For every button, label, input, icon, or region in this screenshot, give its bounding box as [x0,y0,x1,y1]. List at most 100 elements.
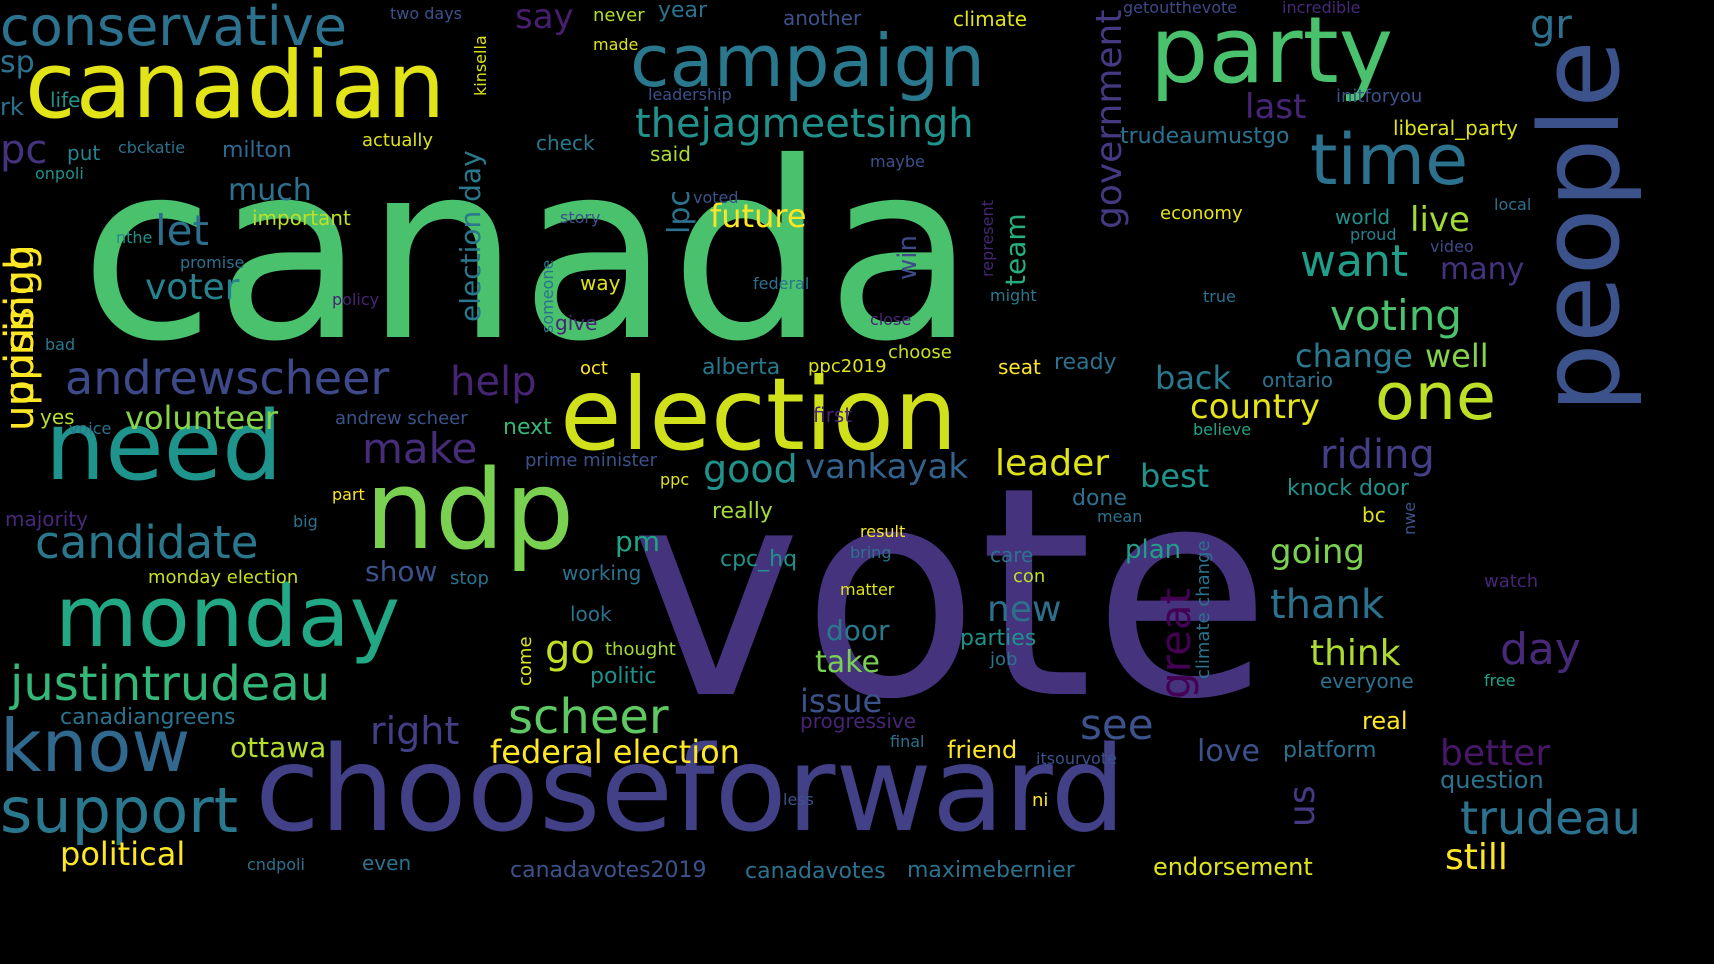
cloud-word: question [1440,766,1544,794]
cloud-word: justintrudeau [10,656,331,712]
cloud-word: onpoli [35,164,84,183]
cloud-word: milton [222,138,292,163]
cloud-word: actually [362,130,434,151]
cloud-word: government [1089,9,1130,229]
cloud-word: canadavotes [745,859,886,884]
cloud-word: time [1310,119,1469,201]
cloud-word: thought [605,639,676,660]
cloud-word: sp [0,45,35,80]
cloud-word: said [650,142,691,166]
cloud-word: one [1375,360,1496,435]
cloud-word: cndpoli [247,855,305,874]
cloud-word: think [1310,633,1401,674]
cloud-word: vankayak [805,447,969,487]
cloud-word: monday [55,568,401,667]
cloud-word: federal election [490,733,740,771]
cloud-word: trudeaumustgo [1120,124,1290,149]
cloud-word: policy [332,290,380,309]
cloud-word: mean [1097,507,1143,526]
cloud-word: many [1440,252,1525,287]
cloud-word: pc [0,127,48,173]
cloud-word: incredible [1282,0,1361,17]
cloud-word: economy [1160,203,1243,224]
cloud-word: maximebernier [907,858,1075,883]
cloud-word: platform [1283,738,1377,763]
cloud-word: watch [1484,571,1539,592]
cloud-word: alberta [702,355,781,380]
cloud-word: working [562,561,642,585]
cloud-word: plan [1125,535,1182,565]
cloud-word: let [155,206,209,255]
cloud-word: voting [1330,291,1462,340]
cloud-word: ppc2019 [808,356,887,377]
cloud-word: proud [1350,225,1397,244]
cloud-word: climate change [1193,540,1214,679]
cloud-word: much [228,173,312,208]
cloud-word: future [710,197,807,235]
cloud-word: ready [1054,350,1117,375]
cloud-word: still [1445,837,1508,878]
cloud-word: important [252,206,351,230]
cloud-word: monday election [148,567,299,588]
cloud-word: cbckatie [118,138,186,157]
cloud-word: political [60,835,186,873]
cloud-word: put [67,141,101,165]
cloud-word: gr [1530,2,1572,48]
cloud-word: job [990,649,1018,670]
cloud-word: go [545,627,595,673]
cloud-word: yes [40,405,75,429]
cloud-word: party [1150,0,1394,104]
cloud-word: come [515,636,536,686]
cloud-word: someone [538,259,557,333]
cloud-word: initforyou [1336,86,1423,107]
cloud-word: candidate [35,516,259,569]
cloud-word: people [1516,40,1644,413]
cloud-word: ndp [365,446,575,574]
cloud-word: thank [1270,582,1385,628]
cloud-word: us [1282,785,1323,827]
cloud-word: stop [450,568,489,589]
cloud-word: cpc_hq [720,547,798,572]
cloud-word: nthe [116,228,153,247]
cloud-word: care [990,543,1034,567]
cloud-word: canadian [25,32,446,139]
cloud-word: help [450,359,537,405]
cloud-word: issue [800,682,883,720]
cloud-word: thejagmeetsingh [635,101,974,147]
cloud-word: result [860,522,906,541]
cloud-word: know [0,704,191,788]
cloud-word: prime minister [525,450,658,471]
cloud-word: climate [953,7,1027,31]
cloud-word: canadavotes2019 [510,858,707,883]
cloud-word: andrew scheer [335,408,468,429]
cloud-word: next [503,415,552,440]
cloud-word: take [815,645,880,680]
cloud-word: might [990,286,1037,305]
cloud-word: canadiangreens [60,705,236,730]
cloud-word: live [1410,200,1470,240]
cloud-word: good [703,447,798,491]
cloud-word: first [813,403,853,427]
cloud-word: need [45,392,283,502]
cloud-word: ontario [1262,368,1334,392]
cloud-word: parties [960,626,1037,651]
cloud-word: done [1072,486,1127,511]
cloud-word: close [870,310,912,329]
cloud-word: ottawa [230,731,327,764]
cloud-word: give [555,311,598,335]
cloud-word: getoutthevote [1123,0,1238,17]
cloud-word: bad [45,335,76,354]
cloud-word: voice [69,419,112,438]
cloud-word: friend [947,736,1018,764]
cloud-word: made [593,35,639,54]
cloud-word: leader [995,443,1110,484]
cloud-word: lpc [662,190,697,234]
cloud-word: love [1197,734,1260,769]
cloud-word: uprisingh [0,244,43,431]
cloud-word: two days [390,4,462,23]
cloud-word: win [893,235,923,280]
cloud-word: voted [693,188,739,207]
cloud-word: riding [1320,432,1435,478]
cloud-word: year [658,0,708,23]
